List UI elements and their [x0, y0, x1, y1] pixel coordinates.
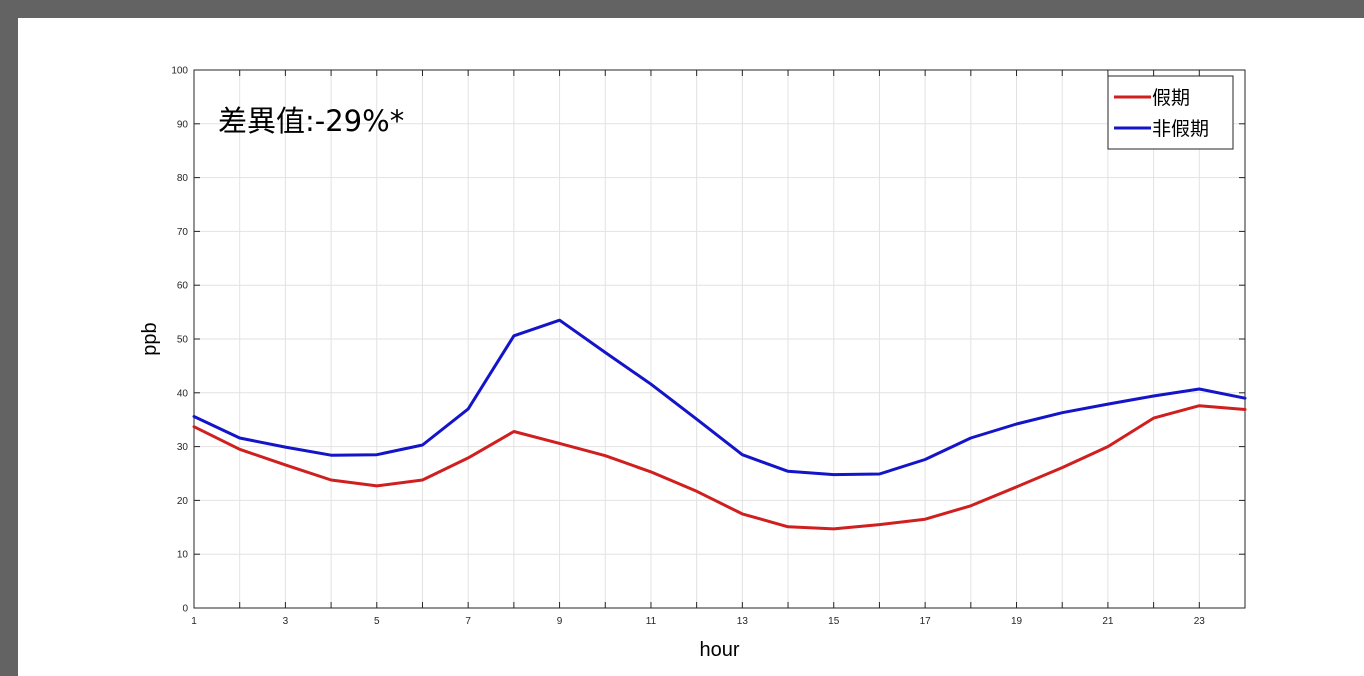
y-tick-label: 30	[177, 442, 189, 453]
series-lines	[192, 318, 1247, 531]
y-tick-label: 80	[177, 173, 189, 184]
x-tick-label: 23	[1194, 616, 1206, 627]
legend-label-non-holiday: 非假期	[1152, 118, 1209, 140]
y-axis-label: ppb	[139, 322, 161, 355]
legend-label-holiday: 假期	[1152, 87, 1190, 109]
y-tick-label: 60	[177, 281, 189, 292]
x-tick-label: 1	[191, 616, 197, 627]
x-axis-label: hour	[699, 639, 739, 661]
y-tick-label: 40	[177, 388, 189, 399]
x-tick-labels: 1 3 5 7 9 11 13 15 17 19 21 23	[191, 616, 1205, 627]
x-tick-label: 13	[737, 616, 749, 627]
y-tick-label: 70	[177, 227, 189, 238]
series-line-holiday	[192, 404, 1247, 531]
line-chart: 1 3 5 7 9 11 13 15 17 19 21 23 01020304050607080901…	[139, 66, 1247, 661]
x-tick-label: 11	[646, 616, 657, 627]
y-tick-label: 50	[177, 335, 189, 346]
y-tick-labels: 0 10 20 30 40 50 60 70 80 90 100	[171, 66, 188, 615]
x-tick-label: 17	[920, 616, 932, 627]
grid-lines	[193, 69, 1246, 609]
y-tick-label: 20	[177, 496, 189, 507]
chart-slide: 1 3 5 7 9 11 13 15 17 19 21 23 0 10 20 30 40 50 60 70 80 90 1…	[18, 18, 1364, 676]
x-tick-label: 21	[1102, 616, 1114, 627]
legend-box	[1107, 75, 1234, 150]
y-tick-label: 90	[177, 119, 189, 130]
legend: 假期 非假期	[1107, 75, 1234, 150]
x-tick-label: 9	[557, 616, 563, 627]
x-tick-label: 7	[465, 616, 471, 627]
axis-ticks	[193, 69, 1246, 609]
y-tick-label: 100	[171, 66, 188, 77]
series-line-non-holiday	[192, 318, 1247, 477]
y-tick-label: 10	[177, 550, 189, 561]
x-tick-label: 3	[283, 616, 289, 627]
x-tick-label: 19	[1011, 616, 1023, 627]
difference-annotation: 差異值:-29%*	[218, 104, 404, 138]
x-tick-label: 5	[374, 616, 380, 627]
x-tick-label: 15	[828, 616, 840, 627]
y-tick-label: 0	[182, 604, 188, 615]
